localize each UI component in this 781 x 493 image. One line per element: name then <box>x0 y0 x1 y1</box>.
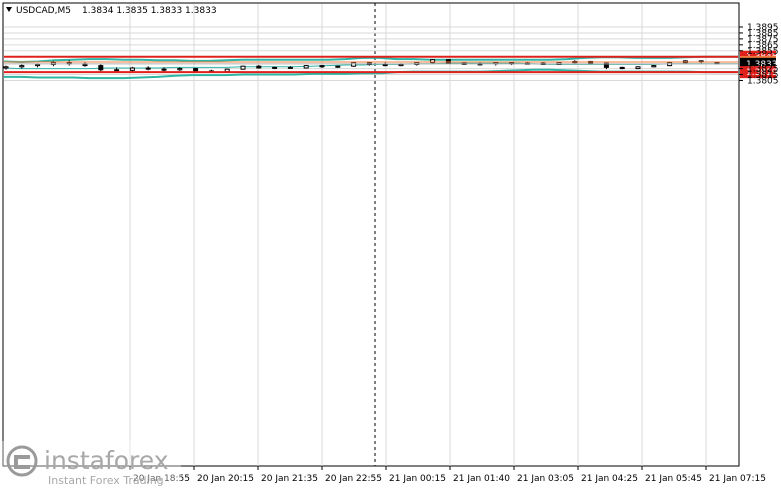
chart-ohlc: 1.3834 1.3835 1.3833 1.3833 <box>82 6 217 16</box>
candle-body <box>445 59 451 64</box>
candle-body <box>335 65 341 68</box>
candle-body <box>161 68 167 71</box>
y-tick-label: 1.3825 <box>747 65 779 75</box>
x-tick-label: 20 Jan 22:55 <box>325 474 382 484</box>
x-tick-label: 21 Jan 05:45 <box>645 474 702 484</box>
x-tick-label: 21 Jan 00:15 <box>389 474 446 484</box>
y-tick-label: 1.3815 <box>747 71 779 81</box>
candle-body <box>98 65 104 71</box>
logo-brand: instaforex <box>44 446 169 475</box>
y-tick-label: 1.3855 <box>747 47 779 57</box>
candle-body <box>303 65 309 69</box>
price-tag <box>740 66 776 79</box>
x-tick-label: 21 Jan 04:25 <box>581 474 638 484</box>
instaforex-emblem-icon <box>6 445 38 477</box>
y-tick-label: 1.3805 <box>747 76 779 86</box>
candle-body <box>129 67 135 71</box>
candle-body <box>619 66 625 70</box>
x-tick-label: 21 Jan 07:15 <box>709 474 766 484</box>
y-tick-label: 1.3865 <box>747 41 779 51</box>
candle-body <box>319 65 325 68</box>
candle-body <box>256 65 262 69</box>
x-tick-label: 21 Jan 01:40 <box>453 474 510 484</box>
candle-body <box>651 65 657 68</box>
y-tick-label: 1.3875 <box>747 35 779 45</box>
candle-body <box>3 66 9 69</box>
instaforex-logo: instaforex Instant Forex Trading <box>0 441 181 489</box>
x-axis: 20 Jan 18:55 20 Jan 20:15 20 Jan 21:35 20 J… <box>129 466 766 484</box>
candle-body <box>240 65 246 70</box>
logo-tagline: Instant Forex Trading <box>48 474 164 487</box>
candle-body <box>351 62 357 67</box>
candle-body <box>398 63 404 67</box>
candle-body <box>272 66 278 69</box>
candle-body <box>35 63 41 67</box>
collapse-arrow-icon[interactable] <box>6 7 12 12</box>
grid <box>4 4 738 466</box>
x-tick-label: 20 Jan 18:55 <box>133 474 190 484</box>
candle-body <box>145 67 151 70</box>
candle-body <box>114 69 120 72</box>
x-tick-label: 20 Jan 20:15 <box>197 474 254 484</box>
candle-body <box>193 68 199 72</box>
candle-body <box>19 65 25 68</box>
x-tick-label: 20 Jan 21:35 <box>261 474 318 484</box>
price-tag-label: 1.3833 <box>746 60 778 70</box>
chart-symbol: USDCAD,M5 <box>16 6 71 16</box>
y-tick-label: 1.3895 <box>747 23 779 33</box>
price-tag-label: 1.3819 <box>746 68 778 78</box>
candle-body <box>382 63 388 67</box>
candle-body <box>177 68 183 71</box>
candle-body <box>430 59 436 64</box>
chart-frame <box>2 2 740 467</box>
candle-body <box>603 62 609 68</box>
x-tick-label: 21 Jan 03:05 <box>517 474 574 484</box>
candle-body <box>287 66 293 69</box>
candle-body <box>635 66 641 70</box>
y-tick-label: 1.3885 <box>747 29 779 39</box>
